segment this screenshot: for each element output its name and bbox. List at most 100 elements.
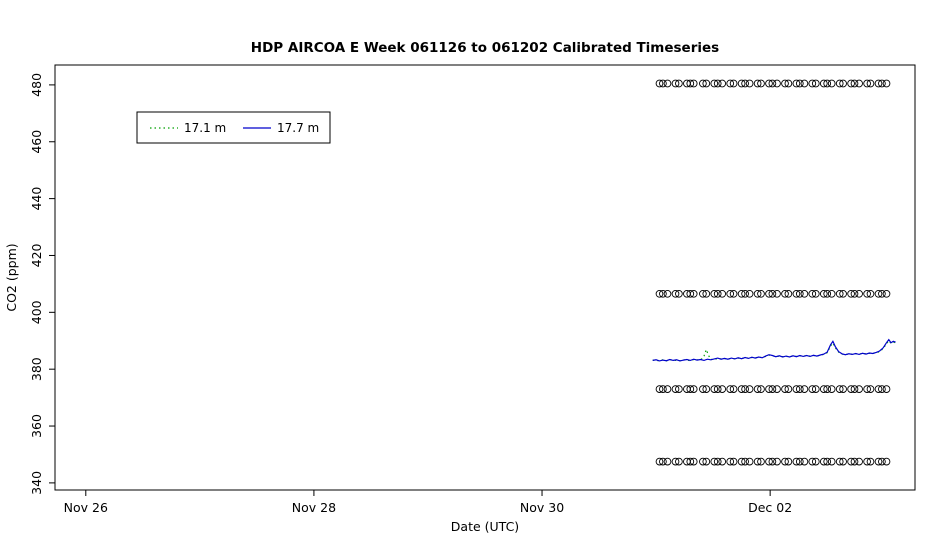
calibration-circle — [757, 289, 765, 298]
calibration-circle — [839, 79, 847, 88]
calibration-circle — [718, 289, 727, 298]
calibration-circle — [850, 289, 859, 298]
calibration-circle — [855, 457, 863, 466]
calibration-circle — [655, 457, 664, 466]
calibration-circle — [729, 457, 738, 466]
calibration-circle — [659, 79, 667, 88]
calibration-circle — [686, 79, 695, 88]
calibration-circle — [839, 457, 847, 466]
calibration-circle — [675, 385, 683, 393]
calibration-circle — [757, 385, 765, 393]
calibration-circle — [839, 385, 847, 393]
calibration-circle — [710, 79, 719, 88]
legend-label-17.7m: 17.7 m — [277, 121, 319, 135]
calibration-circle — [699, 289, 707, 298]
calibration-circle — [702, 289, 711, 298]
calibration-circle — [713, 457, 722, 466]
y-tick-label: 480 — [29, 73, 44, 97]
y-tick-label: 460 — [29, 130, 44, 154]
calibration-circle — [686, 289, 695, 298]
calibration-circle — [773, 457, 781, 466]
calibration-circle — [753, 385, 762, 393]
calibration-circle — [726, 385, 735, 393]
calibration-circle — [800, 385, 809, 393]
calibration-circle — [835, 385, 844, 393]
calibration-circle — [878, 289, 886, 298]
calibration-circle — [811, 289, 820, 298]
calibration-circle — [792, 79, 801, 88]
x-tick-label: Dec 02 — [748, 500, 792, 515]
calibration-circle — [737, 79, 746, 88]
calibration-circle — [753, 457, 762, 466]
calibration-circle — [850, 79, 859, 88]
x-axis-label: Date (UTC) — [451, 519, 519, 534]
x-tick-label: Nov 28 — [292, 500, 336, 515]
calibration-circle — [784, 457, 793, 466]
calibration-circle — [847, 385, 855, 393]
calibration-circle — [663, 79, 672, 88]
calibration-circle — [819, 457, 828, 466]
calibration-circle — [808, 289, 817, 298]
legend-label-17.1m: 17.1 m — [184, 121, 226, 135]
calibration-circle — [745, 385, 754, 393]
calibration-circle — [878, 385, 886, 393]
calibration-circle — [757, 457, 765, 466]
calibration-circle — [808, 79, 817, 88]
calibration-circle — [765, 457, 773, 466]
calibration-circle — [699, 79, 707, 88]
calibration-circle — [823, 289, 832, 298]
calibration-circle — [671, 79, 680, 88]
calibration-circle — [663, 289, 672, 298]
calibration-circle — [811, 79, 820, 88]
calibration-circle — [847, 289, 855, 298]
calibration-circle — [795, 289, 804, 298]
calibration-circle — [745, 289, 754, 298]
calibration-circle — [753, 79, 762, 88]
calibration-circle — [855, 385, 863, 393]
calibration-circle — [823, 79, 832, 88]
calibration-circle — [823, 385, 832, 393]
calibration-circle — [671, 289, 680, 298]
calibration-circle — [874, 79, 883, 88]
calibration-circle — [850, 385, 859, 393]
calibration-circle — [866, 79, 875, 88]
series-line-17.7m — [652, 338, 896, 362]
calibration-circle — [702, 79, 711, 88]
calibration-circle — [808, 385, 817, 393]
series-line-17.1m — [652, 339, 896, 362]
y-tick-label: 440 — [29, 187, 44, 211]
calibration-circle — [729, 385, 738, 393]
calibration-circle — [689, 457, 698, 466]
y-tick-label: 400 — [29, 300, 44, 324]
calibration-circle — [710, 385, 719, 393]
calibration-circle — [878, 79, 886, 88]
calibration-circle — [882, 289, 891, 298]
calibration-circle — [811, 457, 820, 466]
y-tick-label: 420 — [29, 243, 44, 267]
calibration-circle — [863, 457, 871, 466]
calibration-circle — [866, 457, 875, 466]
calibration-circle — [882, 79, 891, 88]
calibration-circle — [768, 79, 777, 88]
calibration-circle — [737, 457, 746, 466]
calibration-circle — [792, 457, 801, 466]
calibration-circle — [768, 385, 777, 393]
calibration-circle — [671, 385, 680, 393]
calibration-circle — [773, 79, 781, 88]
calibration-circle — [795, 457, 804, 466]
calibration-circle — [835, 457, 844, 466]
calibration-circle — [827, 79, 836, 88]
calibration-circle — [819, 79, 828, 88]
calibration-circle — [765, 289, 773, 298]
calibration-circle — [675, 289, 683, 298]
calibration-circle — [741, 457, 749, 466]
calibration-circle — [741, 385, 749, 393]
calibration-circle — [795, 79, 804, 88]
calibration-circle — [699, 457, 707, 466]
calibration-circle — [713, 385, 722, 393]
y-tick-label: 380 — [29, 357, 44, 381]
calibration-circle — [819, 385, 828, 393]
calibration-circle — [741, 289, 749, 298]
calibration-circle — [835, 79, 844, 88]
